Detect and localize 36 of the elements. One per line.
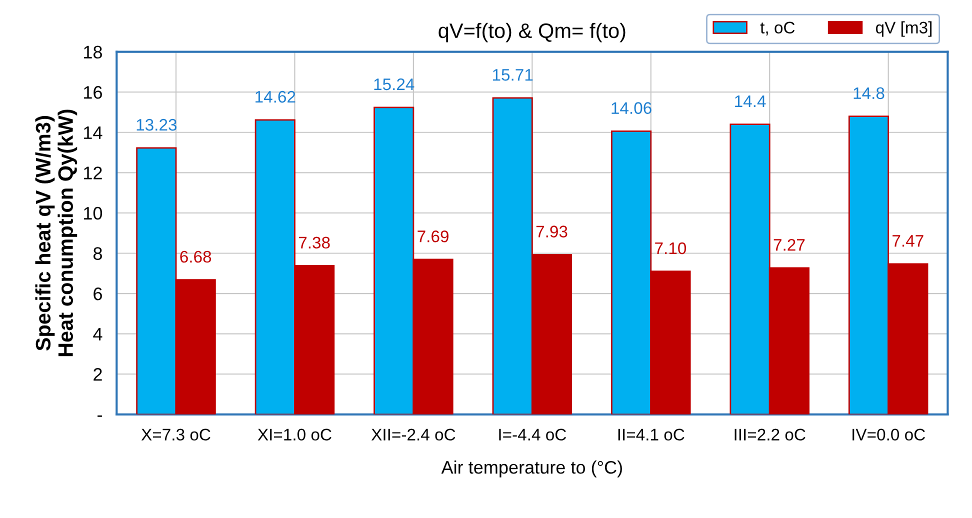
data-label: 7.93 xyxy=(536,226,568,238)
y-tick-label: 4 xyxy=(93,328,102,340)
y-tick-label: 18 xyxy=(84,46,102,59)
x-tick-label: I=-4.4 oC xyxy=(499,428,566,441)
data-label: 7.69 xyxy=(418,230,448,242)
data-label: 7.47 xyxy=(892,235,924,247)
y-tick-label: - xyxy=(98,415,102,417)
legend-label: qV [m3] xyxy=(876,21,932,37)
data-label: 7.10 xyxy=(655,242,686,254)
y-tick-label: 14 xyxy=(84,126,102,139)
data-label: 15.24 xyxy=(374,78,414,90)
x-axis-title: Air temperature to (°C) xyxy=(441,460,622,478)
x-tick-label: XII=-2.4 oC xyxy=(371,428,456,441)
x-tick-label: III=2.2 oC xyxy=(734,428,806,441)
y-tick-label: 6 xyxy=(94,287,102,300)
data-label: 7.38 xyxy=(298,236,330,249)
y-axis-title: Specific heat qV (W/m3) Heat conumption Qy(kW) xyxy=(35,110,78,356)
data-label: 14.8 xyxy=(854,87,884,100)
data-label: 14.4 xyxy=(735,96,766,107)
data-label: 13.23 xyxy=(136,118,177,131)
y-tick-label: 12 xyxy=(84,166,102,180)
x-tick-label: II=4.1 oC xyxy=(618,428,684,441)
data-label: 14.62 xyxy=(256,90,296,103)
x-tick-label: IV=0.0 oC xyxy=(852,428,925,441)
data-label: 7.27 xyxy=(774,238,805,251)
data-label: 6.68 xyxy=(180,250,212,263)
x-tick-label: XI=1.0 oC xyxy=(258,428,332,441)
legend-label: t, oC xyxy=(760,22,795,36)
y-tick-label: 2 xyxy=(94,368,102,381)
chart-title: qV=f(to) & Qm= f(to) xyxy=(438,22,626,42)
x-tick-label: X=7.3 oC xyxy=(141,428,210,441)
y-tick-label: 16 xyxy=(84,86,102,99)
y-tick-label: 8 xyxy=(93,247,102,260)
data-label: 14.06 xyxy=(612,102,652,114)
y-tick-label: 10 xyxy=(84,206,102,220)
data-label: 15.71 xyxy=(493,69,533,81)
